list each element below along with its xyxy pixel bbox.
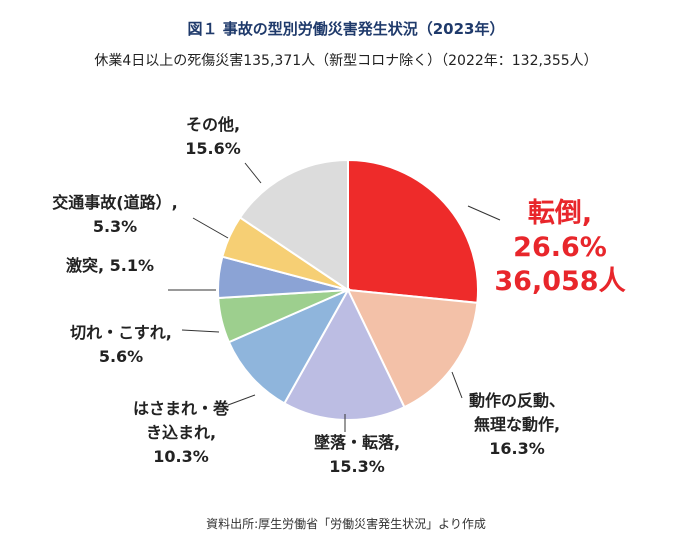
slice-label-7: その他,: [186, 115, 240, 134]
slice-label-line-5-0: 激突, 5.1%: [66, 256, 154, 275]
slice-pct-1: 16.3%: [489, 439, 545, 458]
slice-label-2: 墜落・転落,: [314, 433, 400, 452]
leader-line-3: [227, 394, 256, 406]
slice-pct-2: 15.3%: [329, 457, 385, 476]
leader-line-6: [192, 217, 229, 239]
pie-slice-7: [238, 158, 349, 292]
slice-label-line-3-0: はさまれ・巻: [133, 399, 230, 418]
chart-subtitle: 休業4日以上の死傷災害135,371人（新型コロナ除く）（2022年：132,3…: [94, 53, 598, 69]
chart-title: 図１ 事故の型別労働災害発生状況（2023年）: [187, 20, 505, 38]
slice-label-line-1-1: 無理な動作,: [474, 415, 560, 434]
pie-slice-2: [282, 287, 406, 421]
leader-line-1: [451, 371, 463, 399]
slice-count-0: 36,058人: [494, 266, 625, 297]
slice-pct-6: 5.3%: [93, 217, 137, 236]
leader-line-7: [244, 162, 262, 184]
slice-label-line-3-1: き込まれ,: [146, 423, 216, 442]
pie-slice-1: [346, 288, 479, 409]
slice-label-6: 交通事故(道路）,: [52, 193, 177, 212]
slice-label-0: 転倒,: [528, 198, 592, 229]
slice-label-4: 切れ・こすれ,: [70, 323, 172, 342]
pie-slice-3: [227, 287, 351, 405]
source-note: 資料出所:厚生労働省「労働災害発生状況」より作成: [206, 517, 486, 531]
leader-line-0: [467, 205, 501, 221]
leader-line-4: [181, 329, 220, 333]
pie-slice-0: [347, 158, 479, 304]
slice-pct-7: 15.6%: [185, 139, 241, 158]
slice-pct-0: 26.6%: [513, 232, 607, 263]
slice-label-line-1-0: 動作の反動、: [469, 391, 565, 410]
slice-pct-4: 5.6%: [99, 347, 143, 366]
slice-pct-3: 10.3%: [153, 447, 209, 466]
